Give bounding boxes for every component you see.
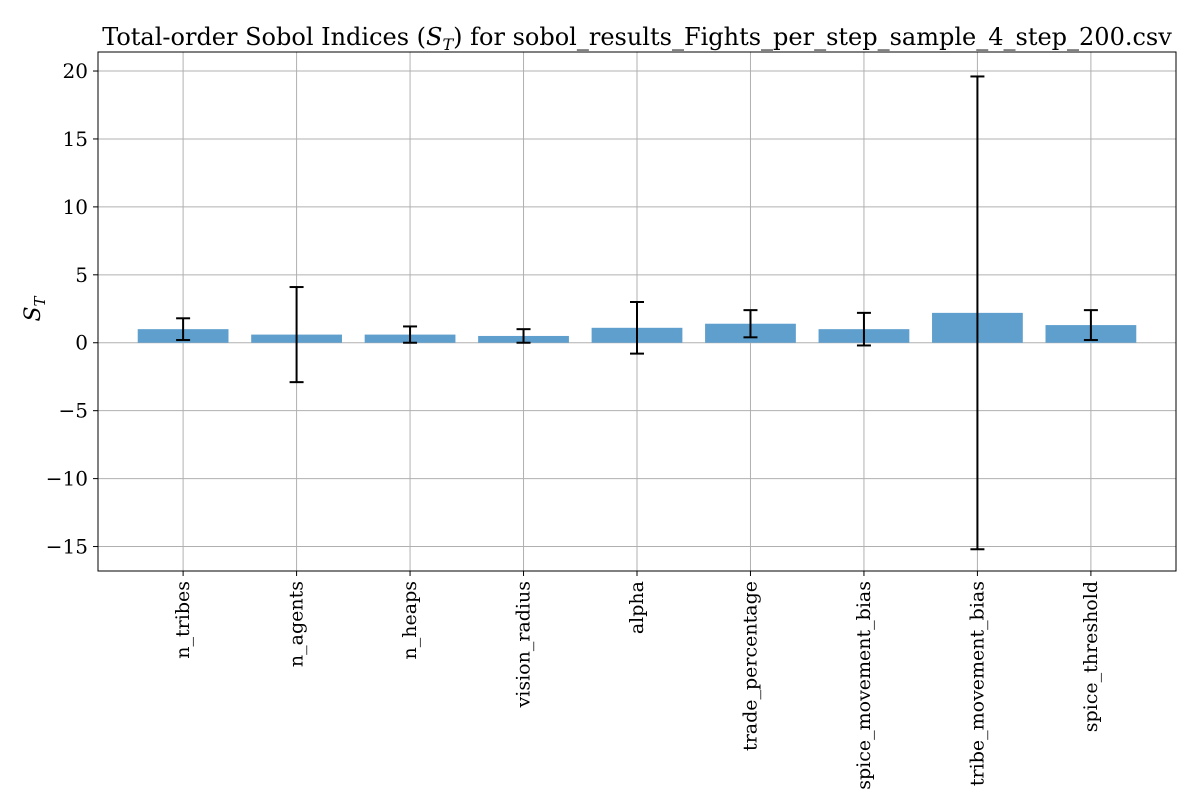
error-bar-n_tribes [176,317,191,342]
x-tick-label-n_agents: n_agents [286,581,308,667]
error-bar-n_heaps [403,325,418,344]
y-axis-label: ST [21,295,49,321]
error-bar-spice_movement_bias [856,311,871,347]
x-tick-label-vision_radius: vision_radius [513,581,535,708]
y-tick-label: 15 [63,127,88,151]
error-bars [176,75,1098,551]
y-tick-label: 5 [75,263,88,287]
y-tick-label: −5 [59,399,88,423]
y-tick-label: 0 [75,331,88,355]
x-axis-ticks: n_tribes n_agents n_heaps vision_radius alph… [172,571,1102,790]
error-bar-tribe_movement_bias [970,75,985,551]
x-tick-label-spice_movement_bias: spice_movement_bias [853,581,875,790]
x-tick-label-spice_threshold: spice_threshold [1080,581,1102,732]
error-bar-n_agents [289,286,304,384]
y-tick-label: 10 [63,195,88,219]
y-tick-label: −15 [46,535,88,559]
y-axis-ticks: −15 −10 −5 0 5 10 15 20 [46,59,98,559]
x-tick-label-n_tribes: n_tribes [172,581,194,659]
error-bar-spice_threshold [1083,309,1098,342]
x-tick-label-tribe_movement_bias: tribe_movement_bias [966,581,988,786]
x-tick-label-n_heaps: n_heaps [399,581,421,659]
error-bar-trade_percentage [743,309,758,339]
x-tick-label-alpha: alpha [626,581,648,634]
x-tick-label-trade_percentage: trade_percentage [739,581,761,751]
error-bar-alpha [630,300,644,355]
y-tick-label: 20 [63,59,88,83]
y-tick-label: −10 [46,467,88,491]
error-bar-vision_radius [516,328,531,344]
chart-title: Total-order Sobol Indices (ST) for sobol… [102,23,1172,54]
